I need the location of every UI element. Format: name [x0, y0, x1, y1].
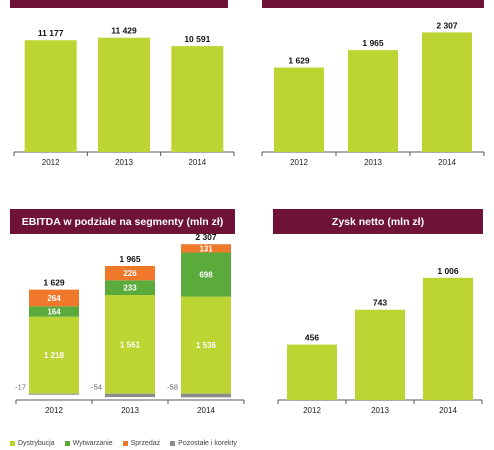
panel-bl-title: EBITDA w podziale na segmenty (mln zł)	[21, 215, 224, 228]
tr-tick-label: 2014	[438, 158, 456, 167]
tl-tick-label: 2014	[188, 158, 206, 167]
legend-item-wytwarzanie: Wytwarzanie	[64, 440, 113, 447]
tr-bar	[422, 32, 472, 152]
legend-item-sprzedaz: Sprzedaż	[122, 440, 161, 447]
tr-tick-label: 2013	[364, 158, 382, 167]
bl-bar-pozostale	[181, 393, 231, 398]
bl-segment-label-sprzedaz: 264	[47, 294, 61, 303]
legend-item-dystrybucja: Dystrybucja	[10, 440, 55, 447]
bl-tick-label: 2013	[121, 406, 139, 415]
tl-tick-label: 2013	[115, 158, 133, 167]
bl-bar-pozostale	[29, 393, 79, 395]
tr-value-label: 2 307	[436, 20, 458, 30]
bl-segment-label-pozostale: -54	[91, 383, 102, 392]
bl-segment-label-pozostale: -17	[15, 383, 26, 392]
tr-bar	[348, 50, 398, 152]
tl-bar	[171, 46, 224, 153]
legend-item-pozostale: Pozostałe i korekty	[170, 440, 237, 447]
bl-bar-dystrybucja	[29, 316, 79, 394]
legend-label-sprzedaz: Sprzedaż	[130, 440, 161, 447]
bl-total-label: 1 965	[119, 254, 141, 264]
bl-segment-label-dystrybucja: 1 561	[120, 340, 141, 349]
bl-bar-dystrybucja	[181, 296, 231, 394]
panel-bl-header: EBITDA w podziale na segmenty (mln zł)	[10, 209, 235, 234]
chart-top-left: 11 177 2012 11 429 2013 10 591 2014	[13, 26, 235, 167]
bl-tick-label: 2012	[45, 406, 63, 415]
tl-bar	[24, 40, 77, 153]
br-value-label: 1 006	[437, 266, 459, 276]
bl-segment-label-sprzedaz: 226	[123, 269, 137, 278]
legend-label-pozostale: Pozostałe i korekty	[178, 440, 237, 447]
legend-swatch-pozostale	[170, 441, 176, 446]
chart-top-right: 1 629 2012 1 965 2013 2 307 2014	[261, 20, 485, 167]
bl-segment-label-dystrybucja: 1 536	[196, 341, 217, 350]
panel-tr-header	[262, 0, 484, 8]
panel-br-header: Zysk netto (mln zł)	[273, 209, 483, 234]
bl-segment-label-wytwarzanie: 698	[199, 271, 213, 280]
tr-value-label: 1 965	[362, 38, 384, 48]
br-bar	[355, 309, 405, 400]
legend-label-wytwarzanie: Wytwarzanie	[72, 440, 113, 447]
tr-bar	[274, 67, 324, 152]
panel-br-title: Zysk netto (mln zł)	[331, 215, 425, 228]
tl-tick-label: 2012	[42, 158, 60, 167]
bl-bar-pozostale	[105, 393, 155, 398]
br-tick-label: 2013	[371, 406, 389, 415]
legend-label-dystrybucja: Dystrybucja	[18, 440, 55, 447]
chart-bottom-right: 456 2012 743 2013 1 006 2014	[277, 266, 483, 415]
tl-value-label: 11 177	[38, 28, 64, 38]
bl-segment-label-wytwarzanie: 164	[47, 308, 61, 317]
bl-bar-wytwarzanie	[29, 306, 79, 317]
bl-bar-sprzedaz	[105, 266, 155, 281]
br-bar	[423, 277, 473, 400]
bl-total-label: 1 629	[43, 278, 65, 288]
tl-value-label: 10 591	[184, 34, 210, 44]
tl-bar	[98, 37, 150, 152]
legend: Dystrybucja Wytwarzanie Sprzedaż Pozosta…	[10, 440, 237, 447]
bl-segment-label-pozostale: -58	[167, 383, 178, 392]
bl-bar-sprzedaz	[29, 289, 79, 307]
bl-bar-sprzedaz	[181, 244, 231, 253]
legend-swatch-sprzedaz	[122, 441, 128, 446]
bl-bar-dystrybucja	[105, 295, 155, 394]
br-tick-label: 2014	[439, 406, 457, 415]
chart-bottom-left: 1 218 164 264 -17 1 629 2012 1 561 233 226 -54 1 9…	[15, 234, 245, 415]
legend-swatch-wytwarzanie	[64, 441, 70, 446]
bl-segment-label-dystrybucja: 1 218	[44, 351, 65, 360]
br-bar	[287, 344, 337, 400]
bl-segment-label-sprzedaz: 131	[199, 244, 213, 253]
br-tick-label: 2012	[303, 406, 321, 415]
tr-tick-label: 2012	[290, 158, 308, 167]
bl-bar-wytwarzanie	[105, 280, 155, 296]
bl-bar-wytwarzanie	[181, 252, 231, 297]
br-value-label: 743	[373, 298, 387, 308]
tr-value-label: 1 629	[288, 56, 310, 66]
tl-value-label: 11 429	[111, 26, 137, 36]
bl-segment-label-wytwarzanie: 233	[123, 284, 137, 293]
bl-tick-label: 2014	[197, 406, 215, 415]
panel-tl-header	[10, 0, 228, 8]
legend-swatch-dystrybucja	[10, 441, 15, 446]
bl-total-label: 2 307	[195, 234, 217, 242]
br-value-label: 456	[305, 333, 319, 343]
